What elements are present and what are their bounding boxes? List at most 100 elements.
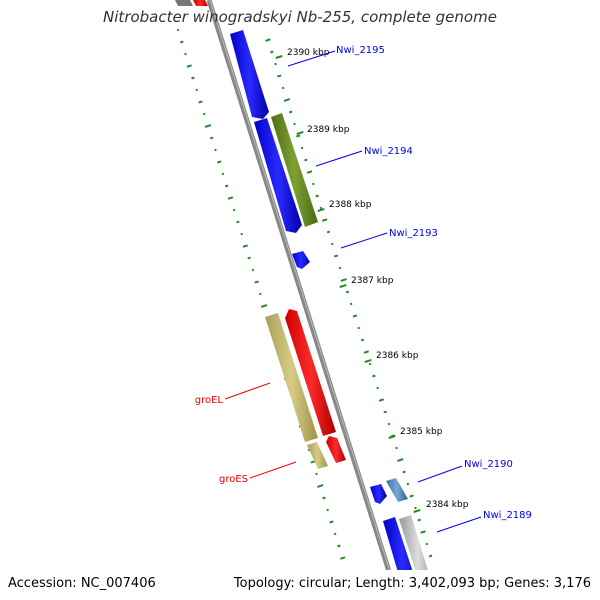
gc-dot (425, 542, 429, 546)
gc-dot (363, 350, 369, 354)
scale-label-2385: 2385 kbp (400, 427, 443, 437)
gc-dot (402, 470, 406, 474)
gc-dot (315, 472, 318, 476)
gc-dot (340, 278, 347, 282)
gene-nwi-2190[interactable] (386, 478, 408, 502)
gene-groel[interactable] (265, 313, 318, 442)
gene-nwi-2194-partner[interactable] (271, 113, 318, 227)
gc-dot (326, 230, 331, 234)
gc-dot (315, 194, 319, 198)
gc-dot (330, 242, 334, 246)
gc-dot (283, 98, 291, 102)
label-nwi-2195[interactable]: Nwi_2195 (336, 45, 385, 56)
label-nwi-2194[interactable]: Nwi_2194 (364, 146, 413, 157)
gc-dot (395, 446, 398, 450)
gene-nwi-2194[interactable] (254, 118, 302, 233)
scale-tick (364, 358, 372, 364)
gc-dot (247, 256, 251, 260)
label-nwi-2193[interactable]: Nwi_2193 (389, 228, 438, 239)
scale-tick (275, 55, 283, 59)
gc-dot (409, 494, 414, 498)
inner-genes (265, 313, 328, 469)
gc-dot (337, 544, 341, 548)
gc-dot (224, 184, 229, 188)
label-nwi-2190[interactable]: Nwi_2190 (464, 459, 513, 470)
gc-dot (240, 232, 243, 236)
gc-dot (317, 484, 324, 488)
gc-dot (349, 302, 353, 306)
leader-groes (249, 461, 297, 479)
gene-groes[interactable] (307, 442, 328, 469)
scale-label-2388: 2388 kbp (329, 200, 372, 210)
gc-dot (397, 458, 404, 462)
gc-dot (236, 220, 240, 224)
scale-tick (317, 207, 325, 213)
gc-content-track (176, 28, 433, 560)
gc-dot (387, 422, 391, 426)
scale-label-2387: 2387 kbp (351, 276, 394, 286)
gc-dot (186, 64, 192, 68)
gc-dot (260, 304, 268, 308)
gc-dot (352, 314, 358, 318)
scale-label-2384: 2384 kbp (426, 500, 469, 510)
label-nwi-2189[interactable]: Nwi_2189 (483, 510, 532, 521)
gc-dot (310, 460, 315, 464)
gc-dot (232, 208, 236, 212)
accession-text: Accession: NC_007406 (8, 576, 156, 591)
gc-dot (304, 158, 308, 162)
gc-dot (368, 362, 372, 366)
gc-dot (254, 280, 259, 284)
gc-dot (242, 244, 249, 248)
scale-label-2390: 2390 kbp (287, 48, 330, 58)
feature-leader-lines (224, 50, 482, 533)
gc-dot (417, 518, 421, 522)
gc-dot (214, 148, 217, 152)
gene-nwi-2193[interactable] (292, 251, 310, 269)
gc-dot (281, 86, 285, 90)
gc-dot (326, 508, 329, 512)
gc-dot (319, 206, 323, 210)
gene-nwi-2191[interactable] (370, 484, 387, 504)
gc-dot (322, 218, 328, 222)
gc-dot (378, 398, 385, 402)
gene-groel-reverse[interactable] (285, 309, 336, 436)
label-groes[interactable]: groES (219, 474, 248, 485)
leader-nwi-2189 (436, 516, 482, 533)
gc-dot (300, 146, 304, 150)
gc-dot (360, 338, 365, 342)
scale-tick (413, 508, 421, 513)
footer-background (0, 570, 600, 600)
feature-labels: Nwi_2195 Nwi_2194 Nwi_2193 groEL groES N… (195, 45, 532, 521)
gc-dot (204, 124, 212, 128)
gc-dot (198, 100, 203, 104)
leader-nwi-2193 (340, 232, 388, 249)
genome-backbone-highlight (209, 0, 400, 600)
forward-strand-genes (230, 30, 422, 600)
gc-dot (184, 52, 187, 56)
gc-dot (195, 88, 199, 92)
gc-dot (277, 74, 282, 78)
gc-dot (372, 374, 376, 378)
gc-dot (312, 182, 315, 186)
leader-nwi-2190 (417, 465, 463, 483)
gc-dot (322, 496, 326, 500)
scale-label-2389: 2389 kbp (307, 125, 350, 135)
gene-fragments-top (175, 0, 208, 6)
gc-dot (345, 290, 350, 294)
scale-tick (339, 283, 347, 289)
gc-dot (333, 254, 339, 258)
leader-nwi-2194 (315, 150, 363, 167)
label-groel[interactable]: groEL (195, 395, 224, 406)
gene-groes-reverse[interactable] (326, 436, 346, 463)
gc-dot (176, 28, 180, 32)
gc-dot (210, 136, 214, 140)
gc-dot (428, 554, 433, 558)
gene-nwi-2195[interactable] (230, 30, 269, 119)
gc-dot (288, 110, 293, 114)
scale-tick (388, 434, 396, 440)
gc-dot (221, 172, 225, 176)
map-title: Nitrobacter winogradskyi Nb-255, complet… (103, 8, 497, 26)
scale-ticks (275, 55, 421, 513)
scale-tick (296, 130, 304, 136)
gc-dot (227, 196, 234, 200)
